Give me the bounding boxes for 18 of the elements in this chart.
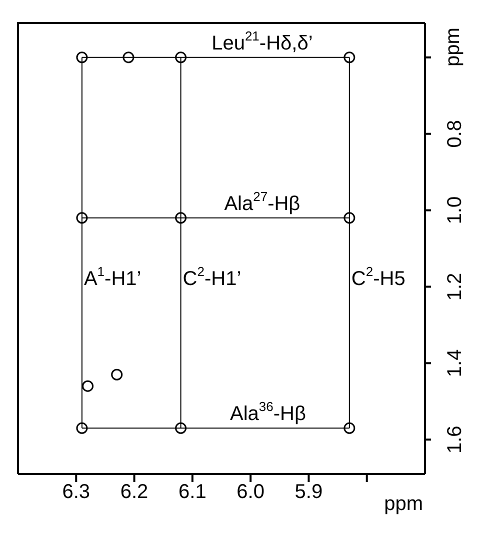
x-tick-label: 6.3 xyxy=(62,481,90,504)
annotation: Leu$^{21}$-Hδ,δ’ xyxy=(212,28,313,54)
annotation: A$^{1}$-H1’ xyxy=(84,264,142,290)
y-tick-label: 1.6 xyxy=(444,426,466,454)
y-tick-label: 0.8 xyxy=(444,120,466,148)
annotation: Ala$^{27}$-Hβ xyxy=(224,188,300,215)
y-tick-label: 1.2 xyxy=(444,272,466,301)
annotation: Ala$^{36}$-Hβ xyxy=(230,399,306,426)
x-tick-label: 6.2 xyxy=(120,481,148,504)
x-tick-label: 6.1 xyxy=(178,481,206,504)
y-tick-label: 1.4 xyxy=(444,349,466,378)
annotation: C$^{2}$-H5 xyxy=(351,264,406,290)
annotation: C$^{2}$-H1’ xyxy=(182,264,242,290)
x-tick-label: 6.0 xyxy=(236,481,264,504)
x-tick-label: 5.9 xyxy=(294,481,323,504)
x-axis-title: ppm xyxy=(384,493,423,515)
y-tick-label: 1.0 xyxy=(444,196,466,224)
y-axis-title: ppm xyxy=(442,28,464,66)
